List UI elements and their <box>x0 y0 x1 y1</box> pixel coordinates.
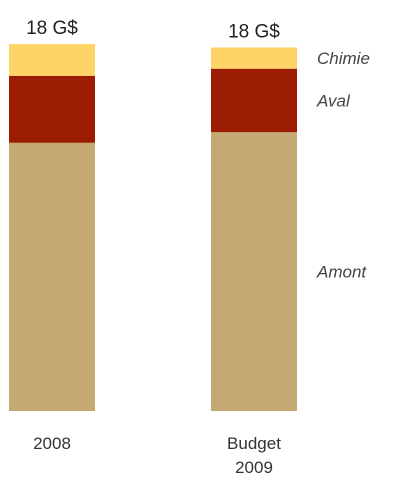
bar-total-label-0: 18 G$ <box>26 18 78 39</box>
bar-segment-aval-1 <box>211 68 297 133</box>
category-label-0: 2008 <box>33 434 71 453</box>
bar-segment-chimie-1 <box>211 47 297 69</box>
legend-label-chimie: Chimie <box>317 49 370 68</box>
category-label-1-line-1: 2009 <box>235 458 273 477</box>
bar-segment-aval-0 <box>9 75 95 143</box>
category-label-1-line-0: Budget <box>227 434 281 453</box>
bar-segment-amont-0 <box>9 142 95 412</box>
bar-total-label-1: 18 G$ <box>228 22 280 43</box>
bar-segment-amont-1 <box>211 132 297 411</box>
bar-segment-chimie-0 <box>9 44 95 76</box>
legend-label-amont: Amont <box>316 263 367 282</box>
legend-label-aval: Aval <box>316 92 351 111</box>
